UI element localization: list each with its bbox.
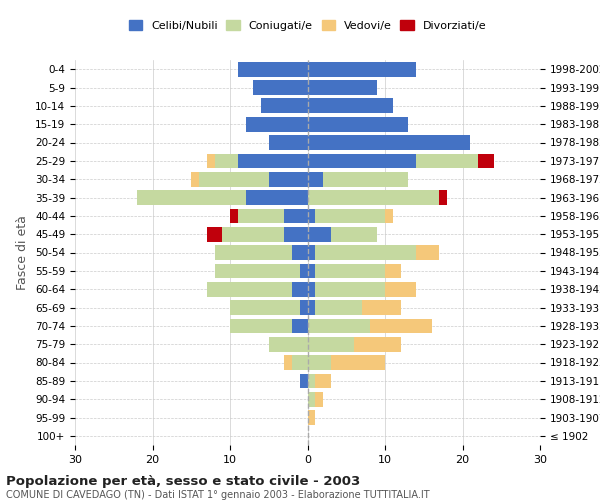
Bar xyxy=(308,80,377,95)
Bar xyxy=(261,98,308,113)
Bar xyxy=(300,374,308,388)
Bar xyxy=(331,227,377,242)
Bar xyxy=(308,374,315,388)
Bar xyxy=(385,264,401,278)
Bar xyxy=(300,300,308,315)
Bar xyxy=(478,154,493,168)
Bar xyxy=(238,62,308,76)
Bar xyxy=(416,245,439,260)
Bar xyxy=(137,190,245,205)
Bar xyxy=(215,245,292,260)
Bar xyxy=(308,117,408,132)
Bar xyxy=(207,282,292,296)
Bar xyxy=(284,227,308,242)
Bar xyxy=(308,190,439,205)
Bar xyxy=(308,154,416,168)
Bar xyxy=(385,282,416,296)
Bar xyxy=(308,264,315,278)
Bar xyxy=(308,135,470,150)
Bar xyxy=(315,374,331,388)
Bar xyxy=(222,227,284,242)
Bar xyxy=(238,154,308,168)
Bar xyxy=(269,135,308,150)
Bar xyxy=(230,208,238,223)
Bar xyxy=(315,392,323,406)
Y-axis label: Fasce di età: Fasce di età xyxy=(16,215,29,290)
Bar xyxy=(292,245,308,260)
Bar xyxy=(245,117,308,132)
Bar xyxy=(308,208,315,223)
Legend: Celibi/Nubili, Coniugati/e, Vedovi/e, Divorziati/e: Celibi/Nubili, Coniugati/e, Vedovi/e, Di… xyxy=(124,16,491,35)
Bar xyxy=(269,337,308,351)
Bar xyxy=(308,300,315,315)
Bar xyxy=(308,245,315,260)
Bar xyxy=(215,264,300,278)
Bar xyxy=(292,355,308,370)
Bar xyxy=(315,282,385,296)
Bar xyxy=(238,208,284,223)
Bar xyxy=(230,300,300,315)
Bar xyxy=(385,208,393,223)
Bar xyxy=(207,154,215,168)
Bar xyxy=(362,300,401,315)
Bar xyxy=(315,264,385,278)
Bar xyxy=(354,337,401,351)
Bar xyxy=(439,190,447,205)
Bar xyxy=(292,318,308,333)
Bar xyxy=(207,227,222,242)
Bar xyxy=(300,264,308,278)
Bar xyxy=(253,80,308,95)
Bar xyxy=(269,172,308,186)
Bar xyxy=(308,410,315,425)
Bar xyxy=(284,355,292,370)
Bar xyxy=(308,172,323,186)
Bar xyxy=(284,208,308,223)
Text: Popolazione per età, sesso e stato civile - 2003: Popolazione per età, sesso e stato civil… xyxy=(6,475,360,488)
Bar xyxy=(199,172,269,186)
Bar xyxy=(245,190,308,205)
Bar xyxy=(292,282,308,296)
Bar xyxy=(191,172,199,186)
Bar xyxy=(308,62,416,76)
Bar xyxy=(308,318,370,333)
Bar xyxy=(315,245,416,260)
Bar xyxy=(215,154,238,168)
Bar xyxy=(331,355,385,370)
Bar xyxy=(308,355,331,370)
Bar xyxy=(308,282,315,296)
Bar xyxy=(308,337,354,351)
Bar xyxy=(416,154,478,168)
Bar xyxy=(308,98,393,113)
Bar xyxy=(308,227,331,242)
Bar xyxy=(308,392,315,406)
Text: COMUNE DI CAVEDAGO (TN) - Dati ISTAT 1° gennaio 2003 - Elaborazione TUTTITALIA.I: COMUNE DI CAVEDAGO (TN) - Dati ISTAT 1° … xyxy=(6,490,430,500)
Bar xyxy=(230,318,292,333)
Bar xyxy=(315,300,362,315)
Bar xyxy=(370,318,431,333)
Bar xyxy=(323,172,408,186)
Bar xyxy=(315,208,385,223)
